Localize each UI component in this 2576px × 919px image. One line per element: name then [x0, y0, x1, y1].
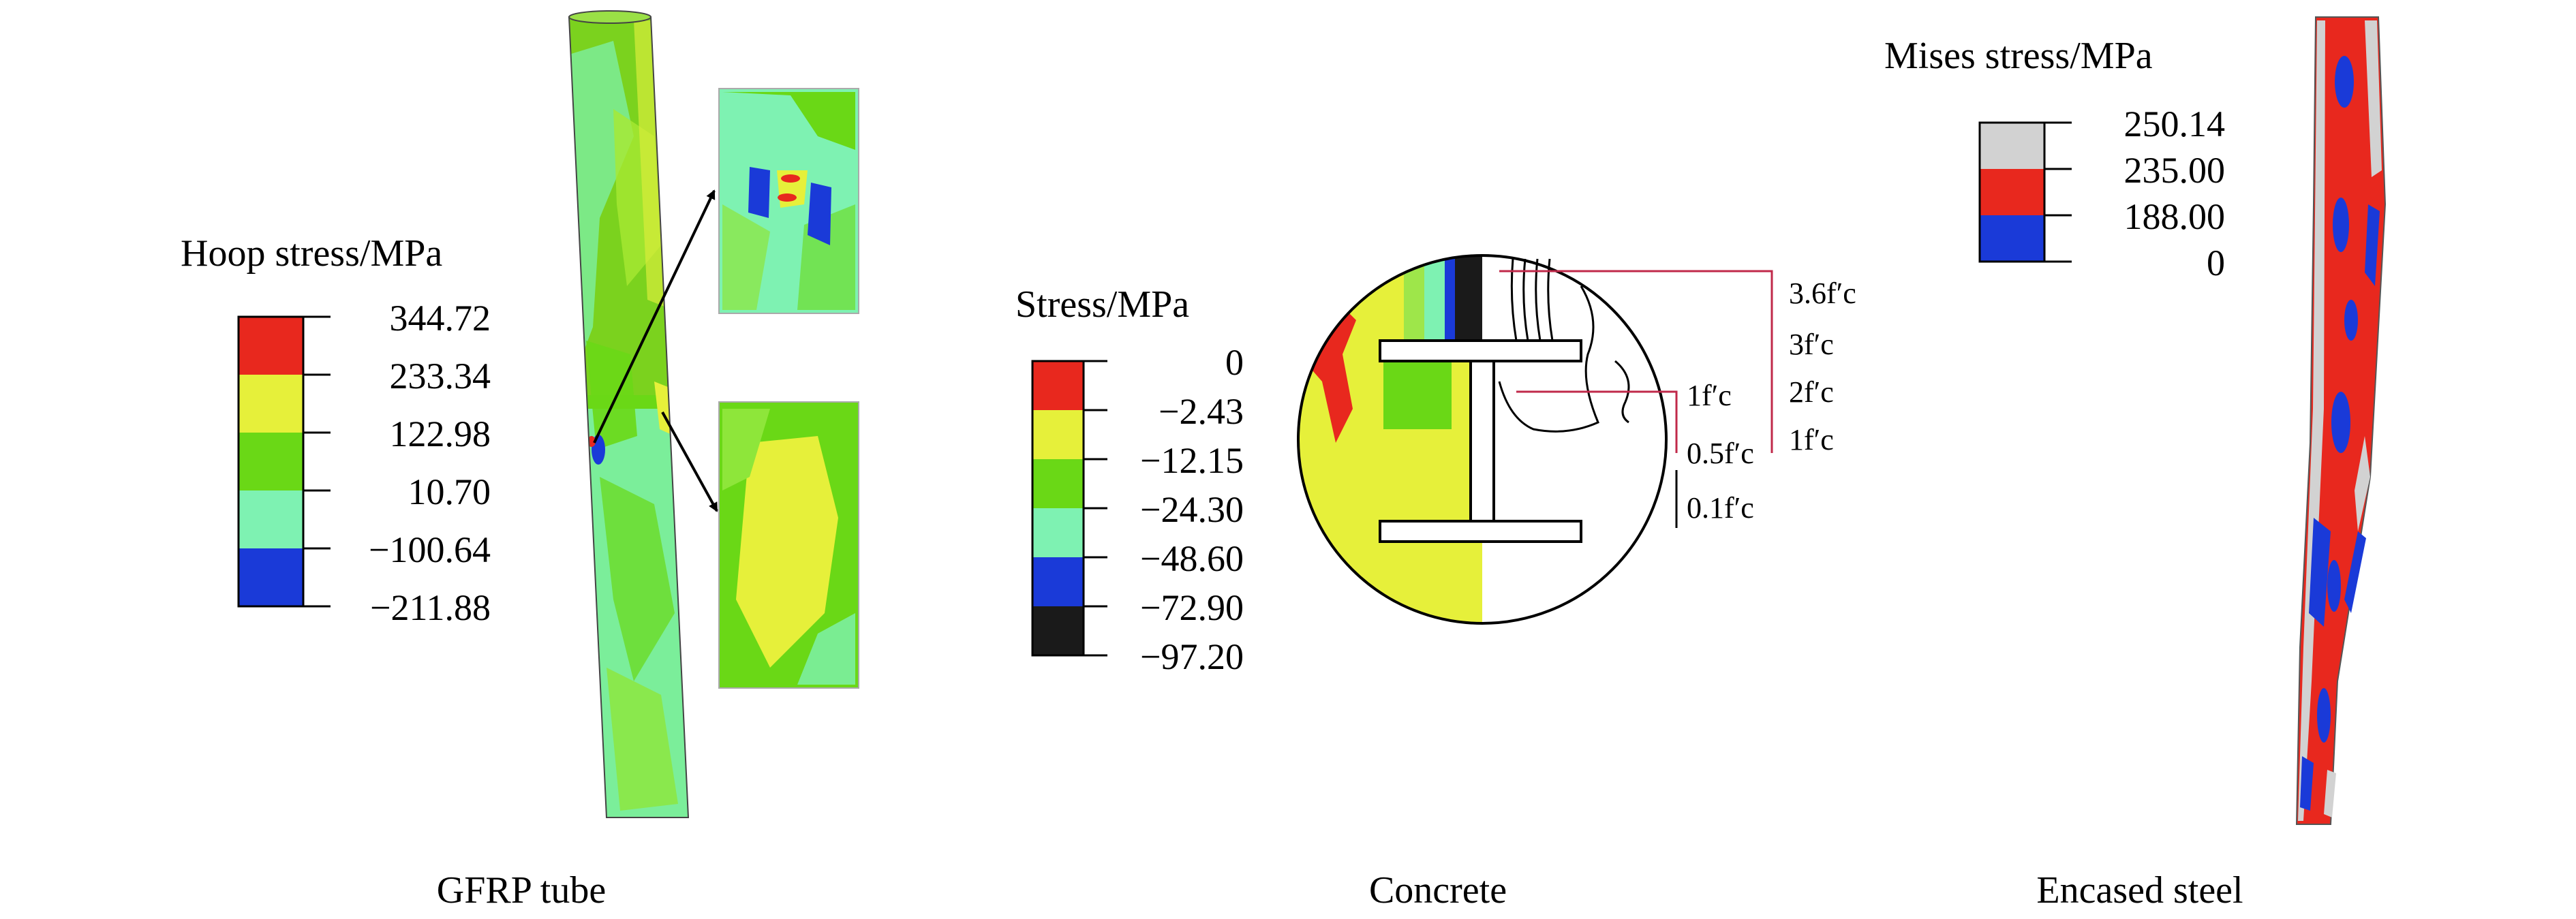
legend-swatch-3	[239, 433, 303, 490]
hoop-stress-legend: 344.72 233.34 122.98 10.70 −100.64 −211.…	[237, 298, 491, 628]
legend-value-3: −12.15	[1140, 440, 1244, 481]
concrete-panel: Stress/MPa 0 −2.43 −12.15 −24	[1015, 254, 1856, 912]
steel-caption: Encased steel	[2036, 869, 2243, 912]
section-label-right-1: 3.6f′c	[1789, 277, 1856, 310]
legend-value-2: 235.00	[2124, 150, 2226, 191]
section-label-right-4: 1f′c	[1789, 423, 1834, 456]
legend-swatch-5	[1032, 557, 1084, 606]
section-label-right-3: 2f′c	[1789, 375, 1834, 409]
zoom-arrows	[593, 189, 718, 512]
hoop-stress-legend-title: Hoop stress/MPa	[181, 232, 442, 275]
inset-bottom	[718, 401, 859, 689]
legend-swatch-1	[1032, 361, 1084, 410]
legend-value-5: −48.60	[1140, 538, 1244, 579]
legend-value-5: −100.64	[369, 529, 491, 570]
section-label-right-2: 3f′c	[1789, 328, 1834, 361]
inset-top	[718, 88, 859, 314]
concrete-stress-legend: 0 −2.43 −12.15 −24.30 −48.60 −72.90 −97.…	[1031, 342, 1244, 677]
encased-steel-contour	[2295, 16, 2387, 825]
legend-value-4: 10.70	[408, 471, 491, 512]
concrete-section: 1f′c 0.5f′c 0.1f′c 3.6f′c 3f′c 2f′c 1f′c	[1297, 254, 1856, 625]
legend-value-3: 188.00	[2124, 196, 2226, 237]
legend-value-2: −2.43	[1159, 391, 1244, 432]
mises-stress-legend: 250.14 235.00 188.00 0	[1978, 104, 2226, 283]
section-label-left-1: 1f′c	[1687, 379, 1732, 412]
gfrp-tube-contour	[568, 10, 690, 818]
legend-value-7: −97.20	[1140, 636, 1244, 677]
legend-value-4: −24.30	[1140, 489, 1244, 530]
mises-legend-title: Mises stress/MPa	[1884, 35, 2153, 77]
section-label-left-3: 0.1f′c	[1687, 491, 1754, 525]
gfrp-panel: Hoop stress/MPa 344.72 233.34 122.98 10.…	[181, 10, 859, 912]
legend-swatch-1	[239, 317, 303, 375]
legend-value-3: 122.98	[390, 414, 491, 454]
legend-swatch-3	[1980, 215, 2044, 262]
legend-swatch-5	[239, 548, 303, 606]
legend-swatch-1	[1980, 123, 2044, 169]
legend-value-6: −72.90	[1140, 587, 1244, 628]
legend-swatch-4	[1032, 508, 1084, 557]
legend-value-1: 344.72	[390, 298, 491, 339]
legend-value-2: 233.34	[390, 356, 491, 396]
section-label-left-2: 0.5f′c	[1687, 437, 1754, 470]
steel-panel: Mises stress/MPa 250.14 235.00 188.00 0	[1884, 16, 2387, 912]
legend-value-6: −211.88	[370, 587, 491, 628]
legend-swatch-6	[1032, 606, 1084, 655]
legend-value-1: 250.14	[2124, 104, 2226, 144]
legend-swatch-2	[1980, 169, 2044, 215]
legend-value-4: 0	[2207, 243, 2225, 283]
gfrp-caption: GFRP tube	[437, 869, 606, 912]
legend-swatch-4	[239, 490, 303, 548]
legend-value-1: 0	[1225, 342, 1244, 383]
concrete-legend-title: Stress/MPa	[1015, 283, 1189, 326]
legend-swatch-3	[1032, 459, 1084, 508]
concrete-caption: Concrete	[1369, 869, 1507, 912]
legend-swatch-2	[1032, 410, 1084, 459]
legend-swatch-2	[239, 375, 303, 433]
